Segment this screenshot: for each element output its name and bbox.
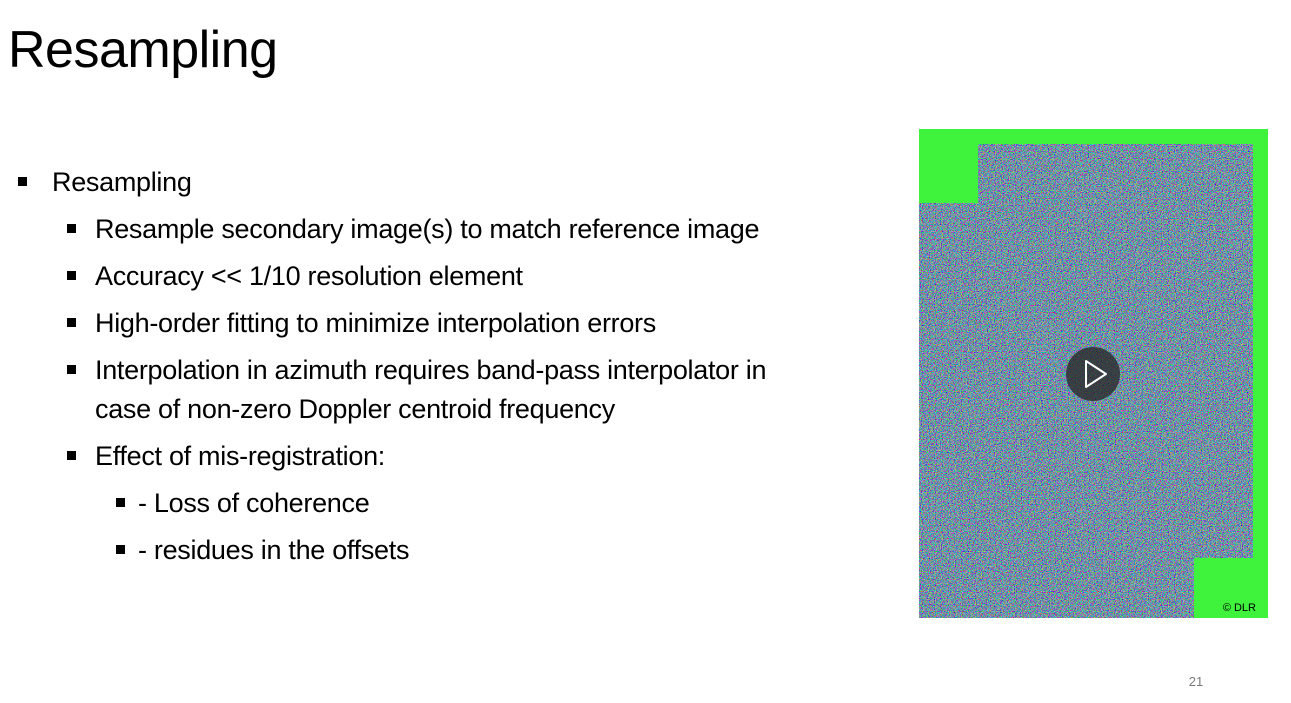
bullet-list: Resampling Resample secondary image(s) to… — [0, 160, 900, 570]
bullet-text: - Loss of coherence — [138, 488, 370, 518]
square-bullet-icon — [116, 545, 125, 554]
page-number: 21 — [1188, 674, 1204, 689]
bullet-item-level-1: Resampling — [0, 163, 900, 202]
bullet-item-level-3: - residues in the offsets — [0, 531, 900, 570]
bullet-item-level-2: High-order fitting to minimize interpola… — [0, 304, 900, 343]
slide-title: Resampling — [8, 21, 278, 79]
bullet-item-level-2: Resample secondary image(s) to match ref… — [0, 210, 900, 249]
bullet-text: case of non-zero Doppler centroid freque… — [95, 394, 615, 424]
video-thumbnail[interactable]: © DLR — [919, 129, 1268, 618]
bullet-text: High-order fitting to minimize interpola… — [95, 308, 656, 338]
square-bullet-icon — [67, 224, 76, 233]
bullet-text: Effect of mis-registration: — [95, 441, 386, 471]
bullet-text: Interpolation in azimuth requires band-p… — [95, 355, 767, 385]
square-bullet-icon — [67, 451, 76, 460]
square-bullet-icon — [67, 365, 76, 374]
bullet-item-level-2: Interpolation in azimuth requires band-p… — [0, 351, 900, 429]
square-bullet-icon — [116, 498, 125, 507]
square-bullet-icon — [67, 271, 76, 280]
bullet-text: - residues in the offsets — [138, 535, 410, 565]
bullet-item-level-2: Effect of mis-registration: — [0, 437, 900, 476]
play-icon — [1085, 360, 1107, 388]
image-credit: © DLR — [1222, 602, 1256, 614]
bullet-item-level-3: - Loss of coherence — [0, 484, 900, 523]
bullet-text: Accuracy << 1/10 resolution element — [95, 261, 523, 291]
square-bullet-icon — [67, 318, 76, 327]
bullet-text: Resampling — [52, 167, 192, 197]
bullet-text: Resample secondary image(s) to match ref… — [95, 214, 760, 244]
bullet-item-level-2: Accuracy << 1/10 resolution element — [0, 257, 900, 296]
play-button[interactable] — [1066, 347, 1120, 401]
square-bullet-icon — [18, 177, 27, 186]
